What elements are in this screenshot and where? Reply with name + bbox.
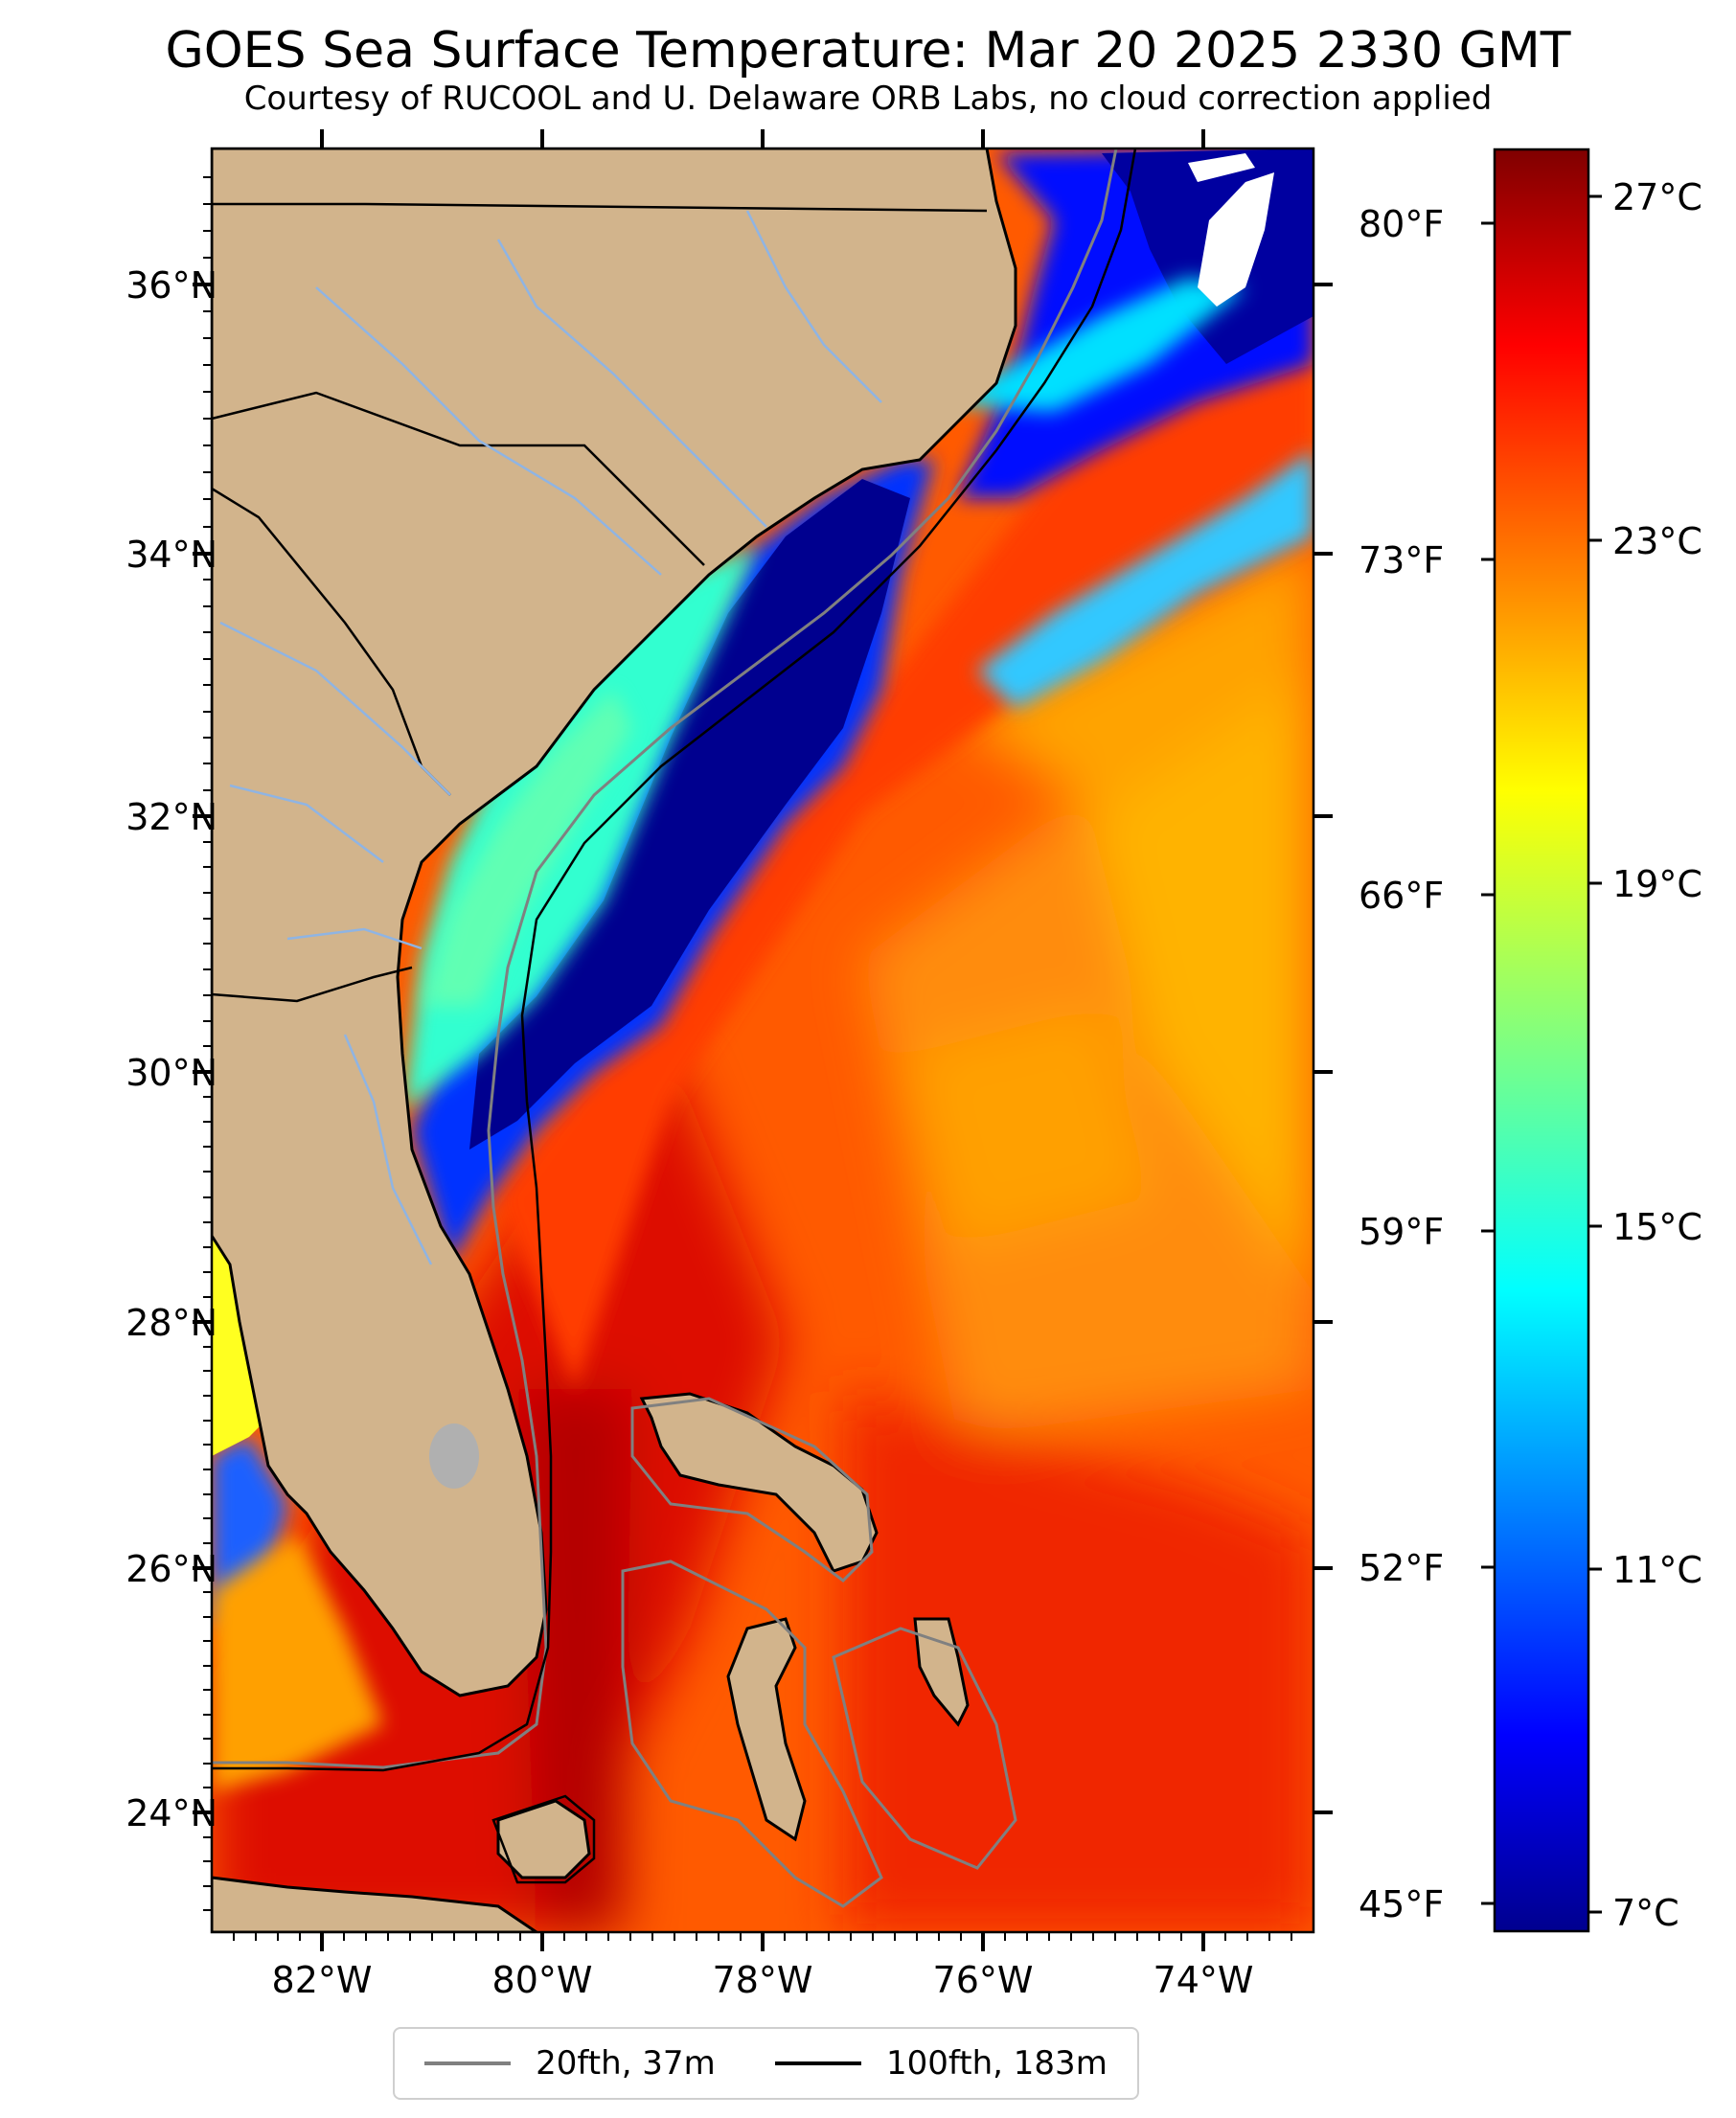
- colorbar-label-27c: 27°C: [1612, 176, 1702, 218]
- colorbar-label-45f: 45°F: [1359, 1883, 1445, 1925]
- colorbar: [1493, 148, 1590, 1933]
- colorbar-label-66f: 66°F: [1359, 875, 1445, 917]
- legend-swatch-20fth: [424, 2061, 512, 2065]
- lon-label-80w: 80°W: [491, 1959, 593, 2001]
- legend-swatch-100fth: [775, 2061, 862, 2065]
- lon-label-78w: 78°W: [712, 1959, 813, 2001]
- map-title: GOES Sea Surface Temperature: Mar 20 202…: [165, 22, 1571, 80]
- colorbar-label-59f: 59°F: [1359, 1211, 1445, 1253]
- isobath-100fth: [212, 148, 1137, 1772]
- lon-minor-ticks: [233, 1932, 1292, 1941]
- colorbar-label-7c: 7°C: [1612, 1892, 1679, 1934]
- lat-minor-ticks: [203, 176, 212, 1911]
- lon-label-74w: 74°W: [1153, 1959, 1254, 2001]
- legend-item-20fth: 20fth, 37m: [424, 2044, 716, 2083]
- lat-label-34n: 34°N: [126, 534, 217, 576]
- lat-label-28n: 28°N: [126, 1302, 217, 1344]
- lat-label-36n: 36°N: [126, 264, 217, 307]
- legend-label-100fth: 100fth, 183m: [886, 2044, 1108, 2083]
- colorbar-label-19c: 19°C: [1612, 863, 1702, 905]
- lat-label-26n: 26°N: [126, 1548, 217, 1590]
- lon-label-76w: 76°W: [932, 1959, 1034, 2001]
- lat-label-32n: 32°N: [126, 796, 217, 838]
- lon-ticks: [320, 129, 1205, 1951]
- colorbar-label-23c: 23°C: [1612, 520, 1702, 562]
- colorbar-label-52f: 52°F: [1359, 1547, 1445, 1589]
- isobath-legend: 20fth, 37m 100fth, 183m: [393, 2027, 1139, 2100]
- isobaths: [212, 148, 1137, 1908]
- land: [212, 148, 1017, 1932]
- colorbar-label-73f: 73°F: [1359, 539, 1445, 581]
- map-subtitle: Courtesy of RUCOOL and U. Delaware ORB L…: [243, 80, 1493, 118]
- lon-label-82w: 82°W: [271, 1959, 373, 2001]
- lat-label-30n: 30°N: [126, 1052, 217, 1094]
- colorbar-label-11c: 11°C: [1612, 1549, 1702, 1591]
- colorbar-ticks: [1481, 194, 1602, 1914]
- isobath-20fth: [212, 148, 1118, 1769]
- colorbar-label-15c: 15°C: [1612, 1206, 1702, 1248]
- lat-label-24n: 24°N: [126, 1792, 217, 1834]
- colorbar-label-80f: 80°F: [1359, 203, 1445, 245]
- legend-label-20fth: 20fth, 37m: [536, 2044, 716, 2083]
- lat-ticks: [193, 283, 1333, 1814]
- legend-item-100fth: 100fth, 183m: [775, 2044, 1108, 2083]
